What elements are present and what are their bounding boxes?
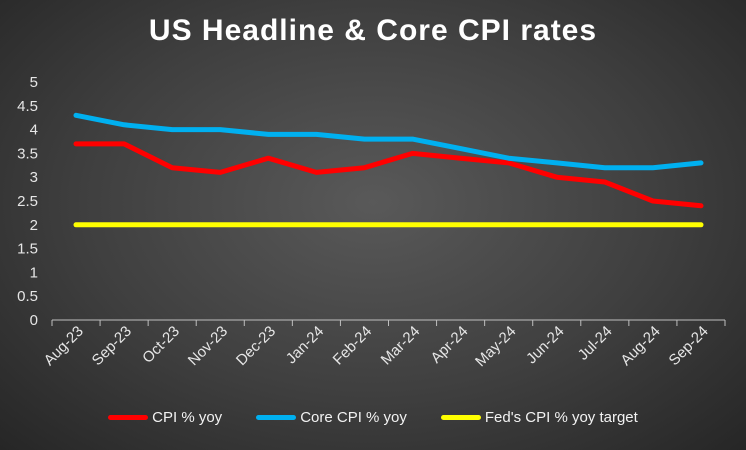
legend: CPI % yoy Core CPI % yoy Fed's CPI % yoy t… [0,409,746,426]
legend-item: CPI % yoy [108,409,222,426]
y-tick-label: 1.5 [17,241,38,258]
y-tick-label: 5 [30,74,38,91]
x-tick-label: Apr-24 [428,323,472,367]
x-tick-label: Jul-24 [575,323,616,364]
x-tick-label: May-24 [472,323,519,370]
y-axis-ticks: 0 0.5 1 1.5 2 2.5 3 3.5 4 4.5 5 [17,74,38,329]
y-tick-label: 3 [30,169,38,186]
y-tick-label: 0.5 [17,288,38,305]
x-tick-label: Feb-24 [330,323,376,369]
x-tick-label: Oct-23 [139,323,183,367]
y-tick-label: 0 [30,312,38,329]
chart-title: US Headline & Core CPI rates [148,14,598,47]
x-tick-label: Jun-24 [523,323,567,367]
legend-swatch [108,415,149,420]
series-lines [73,112,704,228]
x-tick-label: Sep-23 [89,323,135,369]
legend-label: Fed's CPI % yoy target [484,409,638,426]
x-tick-label: Dec-23 [233,323,279,369]
legend-swatch [440,415,481,420]
y-tick-label: 4 [30,122,38,139]
legend-label: CPI % yoy [152,409,223,426]
legend-label: Core CPI % yoy [300,409,407,426]
y-tick-label: 2 [30,217,38,234]
series-line-0 [73,141,704,209]
y-tick-label: 3.5 [17,145,38,162]
y-tick-label: 2.5 [17,193,38,210]
x-tick-label: Nov-23 [185,323,231,369]
x-tick-label: Sep-24 [666,323,712,369]
legend-swatch [256,415,297,420]
legend-item: Core CPI % yoy [256,409,407,426]
x-tick-label: Aug-24 [617,323,663,369]
x-tick-label: Jan-24 [283,323,327,367]
x-tick-label: Aug-23 [41,323,87,369]
y-tick-label: 4.5 [17,98,38,115]
x-axis: Aug-23 Sep-23 Oct-23 Nov-23 Dec-23 Jan-24 Feb-… [41,319,726,370]
x-tick-label: Mar-24 [378,323,424,369]
legend-item: Fed's CPI % yoy target [440,409,638,426]
y-tick-label: 1 [30,264,38,281]
series-line-1 [73,112,704,171]
